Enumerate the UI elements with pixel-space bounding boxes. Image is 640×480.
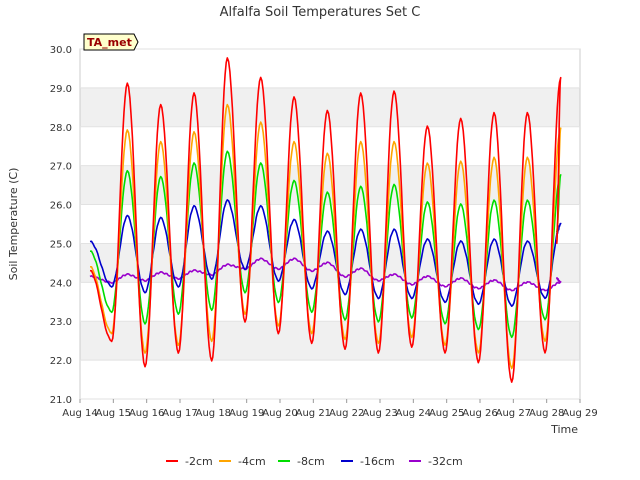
axis-ticks: 21.0 22.0 23.0 24.0 25.0 26.0 27.0 28.0 29.0 30.0…: [50, 45, 598, 419]
x-tick-label: Aug 23: [362, 408, 397, 419]
x-tick-label: Aug 14: [62, 408, 97, 419]
x-tick-label: Aug 27: [496, 408, 531, 419]
x-tick-label: Aug 16: [129, 408, 164, 419]
y-tick-label: 28.0: [50, 123, 72, 134]
y-tick-label: 30.0: [50, 45, 72, 56]
y-tick-label: 25.0: [50, 239, 72, 250]
x-tick-label: Aug 29: [562, 408, 597, 419]
series-line-minus-2cm: [89, 57, 562, 383]
legend-label: -16cm: [360, 455, 395, 468]
x-tick-label: Aug 18: [196, 408, 231, 419]
x-tick-label: Aug 20: [262, 408, 297, 419]
x-tick-label: Aug 22: [329, 408, 364, 419]
y-tick-label: 24.0: [50, 278, 72, 289]
x-tick-label: Aug 26: [462, 408, 497, 419]
series-lines: [89, 57, 562, 383]
x-tick-label: Aug 25: [429, 408, 464, 419]
x-tick-label: Aug 24: [396, 408, 431, 419]
ta-met-badge-label: TA_met: [87, 36, 132, 49]
y-tick-label: 23.0: [50, 317, 72, 328]
x-tick-label: Aug 15: [96, 408, 131, 419]
y-axis-label: Soil Temperature (C): [7, 168, 20, 281]
x-axis-label: Time: [550, 423, 578, 436]
x-tick-label: Aug 17: [162, 408, 197, 419]
y-tick-label: 27.0: [50, 162, 72, 173]
x-tick-label: Aug 21: [296, 408, 331, 419]
legend-label: -32cm: [428, 455, 463, 468]
legend: -2cm -4cm -8cm -16cm -32cm: [166, 455, 463, 468]
y-tick-label: 22.0: [50, 356, 72, 367]
x-tick-label: Aug 19: [229, 408, 264, 419]
series-line-minus-32cm: [89, 257, 562, 292]
legend-label: -8cm: [297, 455, 325, 468]
legend-label: -4cm: [238, 455, 266, 468]
y-tick-label: 29.0: [50, 84, 72, 95]
chart-title: Alfalfa Soil Temperatures Set C: [220, 5, 421, 20]
ta-met-badge-box: [83, 33, 139, 51]
background-band: [80, 321, 580, 361]
ta-met-badge: TA_met: [83, 33, 139, 51]
x-tick-label: Aug 28: [529, 408, 564, 419]
y-tick-label: 26.0: [50, 201, 72, 212]
y-tick-label: 21.0: [50, 395, 72, 406]
legend-label: -2cm: [185, 455, 213, 468]
